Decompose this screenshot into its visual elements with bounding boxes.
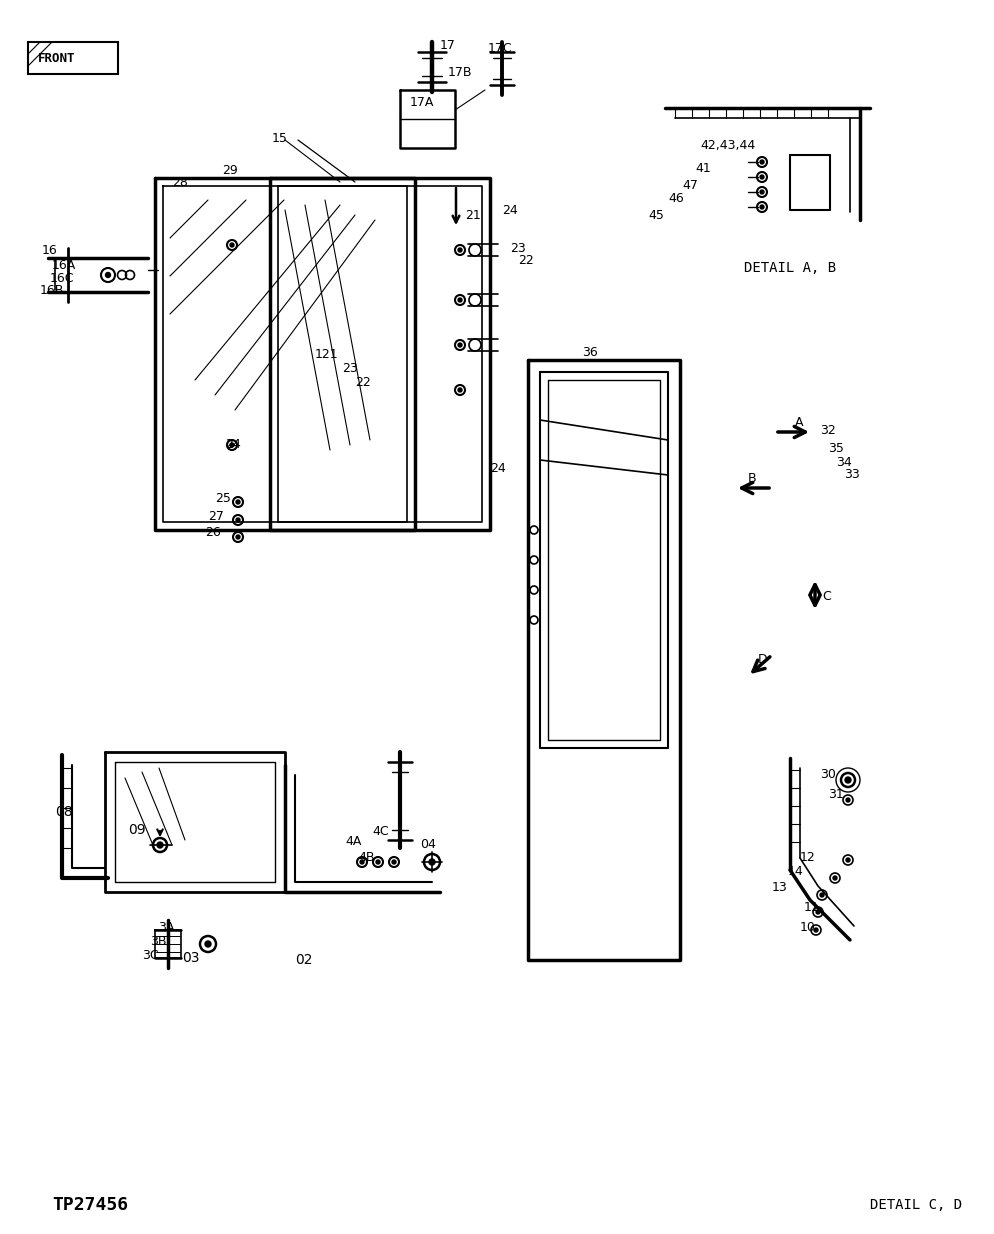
- Text: 27: 27: [208, 510, 224, 522]
- Circle shape: [230, 243, 234, 247]
- Text: 13: 13: [771, 881, 787, 895]
- Text: 26: 26: [205, 526, 221, 538]
- Text: 22: 22: [355, 375, 371, 389]
- Text: D: D: [757, 654, 766, 666]
- Circle shape: [815, 909, 819, 914]
- Text: 23: 23: [342, 362, 358, 374]
- Text: 23: 23: [510, 242, 525, 254]
- Circle shape: [832, 876, 836, 880]
- Text: 4C: 4C: [372, 826, 389, 838]
- Circle shape: [845, 798, 849, 802]
- Text: 04: 04: [419, 838, 435, 851]
- Text: 15: 15: [271, 132, 287, 144]
- Text: 41: 41: [694, 162, 710, 174]
- Text: 29: 29: [222, 163, 238, 176]
- Text: 16C: 16C: [50, 271, 75, 285]
- Circle shape: [845, 858, 849, 863]
- Circle shape: [205, 942, 211, 946]
- Text: 28: 28: [172, 175, 188, 189]
- Circle shape: [759, 175, 763, 179]
- Circle shape: [844, 777, 850, 784]
- Bar: [28, 42, 118, 74]
- Circle shape: [236, 536, 240, 539]
- Text: 3B: 3B: [150, 935, 166, 949]
- Circle shape: [236, 518, 240, 522]
- Circle shape: [360, 860, 364, 864]
- Text: DETAIL A, B: DETAIL A, B: [744, 262, 835, 275]
- Text: 16: 16: [42, 243, 58, 257]
- Text: 25: 25: [215, 491, 231, 505]
- Circle shape: [457, 387, 461, 392]
- Circle shape: [376, 860, 380, 864]
- Text: 30: 30: [819, 769, 835, 781]
- Text: 12: 12: [799, 851, 815, 865]
- Text: 03: 03: [182, 951, 200, 965]
- Circle shape: [457, 248, 461, 252]
- Text: TP27456: TP27456: [52, 1196, 128, 1214]
- Text: B: B: [747, 471, 755, 485]
- Text: 21: 21: [464, 209, 480, 221]
- Text: 09: 09: [128, 823, 145, 837]
- Text: 31: 31: [827, 789, 843, 802]
- Text: 32: 32: [819, 423, 835, 437]
- Text: 42,43,44: 42,43,44: [700, 138, 754, 152]
- Circle shape: [392, 860, 396, 864]
- Text: 3A: 3A: [158, 922, 174, 934]
- Text: 17A: 17A: [410, 95, 434, 109]
- Circle shape: [759, 160, 763, 164]
- Circle shape: [759, 190, 763, 194]
- Circle shape: [428, 859, 434, 865]
- Text: A: A: [794, 416, 803, 428]
- Text: 16B: 16B: [40, 284, 65, 296]
- Circle shape: [105, 273, 110, 278]
- Circle shape: [457, 343, 461, 347]
- Circle shape: [236, 500, 240, 503]
- Text: 11: 11: [803, 902, 819, 914]
- Text: 34: 34: [835, 455, 851, 469]
- Text: 02: 02: [294, 953, 312, 967]
- Circle shape: [230, 443, 234, 447]
- Text: 35: 35: [827, 442, 843, 454]
- Circle shape: [457, 297, 461, 302]
- Text: 24: 24: [502, 204, 517, 216]
- Text: 121: 121: [315, 348, 338, 362]
- Text: 36: 36: [581, 346, 597, 359]
- Text: 4A: 4A: [345, 835, 361, 849]
- Text: 33: 33: [843, 469, 859, 481]
- Text: C: C: [821, 590, 830, 602]
- Text: 17B: 17B: [447, 65, 472, 79]
- Text: 46: 46: [667, 191, 683, 205]
- Text: 14: 14: [787, 865, 803, 879]
- Text: 45: 45: [647, 209, 663, 221]
- Text: DETAIL C, D: DETAIL C, D: [869, 1198, 961, 1212]
- Text: 24: 24: [225, 438, 241, 452]
- Circle shape: [157, 842, 163, 848]
- Text: 47: 47: [681, 179, 697, 191]
- Text: FRONT: FRONT: [38, 52, 76, 64]
- Text: 08: 08: [55, 805, 73, 819]
- Text: 17: 17: [439, 38, 455, 52]
- Text: 17C: 17C: [487, 42, 512, 54]
- Circle shape: [759, 205, 763, 209]
- Text: 24: 24: [489, 462, 505, 475]
- Text: 16A: 16A: [52, 258, 77, 271]
- Text: 22: 22: [518, 253, 533, 267]
- Text: 4B: 4B: [358, 851, 374, 865]
- Text: 10: 10: [799, 922, 815, 934]
- Circle shape: [813, 928, 817, 932]
- Circle shape: [819, 893, 823, 897]
- Text: 3C: 3C: [142, 949, 158, 963]
